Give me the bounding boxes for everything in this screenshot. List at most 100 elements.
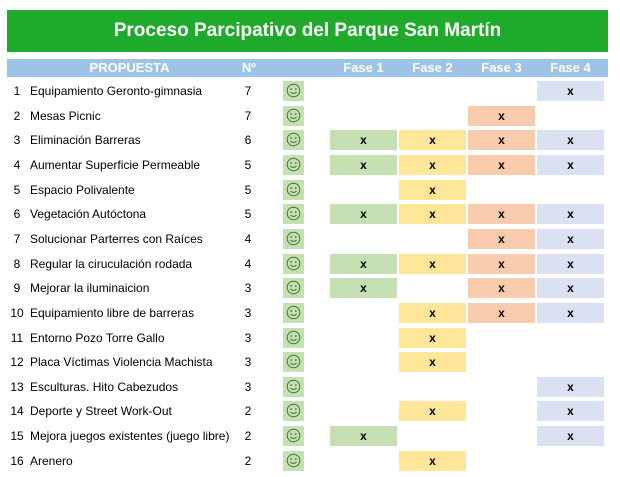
vote-count: 7 — [244, 108, 252, 123]
row-number: 14 — [10, 404, 24, 419]
phase-3-mark: x — [468, 204, 535, 225]
table-header: PROPUESTA Nº Fase 1 Fase 2 Fase 3 Fase 4 — [7, 59, 608, 77]
phase-2-mark: x — [399, 253, 466, 274]
vote-count: 3 — [244, 379, 252, 394]
vote-count: 3 — [244, 281, 252, 296]
proposal-name: Mejora juegos existentes (juego libre) — [30, 429, 230, 444]
proposal-name: Eliminación Barreras — [30, 133, 141, 148]
smiley-icon — [283, 253, 304, 274]
row-number: 7 — [13, 231, 21, 246]
phase-4-mark: x — [537, 253, 604, 274]
smiley-icon — [283, 376, 304, 397]
phase-3-mark: x — [468, 228, 535, 249]
row-number: 6 — [13, 207, 21, 222]
phase-4-mark: x — [537, 228, 604, 249]
proposal-name: Arenero — [30, 453, 73, 468]
vote-count: 2 — [244, 453, 252, 468]
proposal-name: Entorno Pozo Torre Gallo — [30, 330, 165, 345]
header-fase-2: Fase 2 — [412, 60, 453, 75]
phase-3-mark: x — [468, 105, 535, 126]
table-row: 16 Arenero 2 x — [0, 449, 620, 473]
proposal-name: Esculturas. Hito Cabezudos — [30, 379, 179, 394]
phase-2-mark: x — [399, 401, 466, 422]
phase-4-mark: x — [537, 204, 604, 225]
vote-count: 3 — [244, 305, 252, 320]
table-row: 3 Eliminación Barreras 6 x x x x — [0, 128, 620, 152]
phase-3-mark: x — [468, 130, 535, 151]
smiley-icon — [283, 154, 304, 175]
table-row: 15 Mejora juegos existentes (juego libre)… — [0, 424, 620, 448]
phase-2-mark: x — [399, 302, 466, 323]
smiley-icon — [283, 450, 304, 471]
row-number: 13 — [10, 379, 24, 394]
table-row: 10 Equipamiento libre de barreras 3 x x x — [0, 301, 620, 325]
phase-3-mark: x — [468, 154, 535, 175]
row-number: 5 — [13, 182, 21, 197]
header-propuesta: PROPUESTA — [89, 60, 170, 75]
row-number: 8 — [13, 256, 21, 271]
vote-count: 7 — [244, 84, 252, 98]
table-row: 2 Mesas Picnic 7 x — [0, 104, 620, 128]
phase-1-mark: x — [330, 426, 397, 447]
proposal-name: Espacio Polivalente — [30, 182, 135, 197]
row-number: 2 — [13, 108, 21, 123]
table-row: 7 Solucionar Parterres con Raíces 4 x x — [0, 227, 620, 251]
table-row: 6 Vegetación Autóctona 5 x x x x — [0, 202, 620, 226]
table-row: 13 Esculturas. Hito Cabezudos 3 x — [0, 375, 620, 399]
phase-3-mark: x — [468, 253, 535, 274]
table-row: 5 Espacio Polivalente 5 x — [0, 178, 620, 202]
row-number: 15 — [10, 429, 24, 444]
phase-2-mark: x — [399, 352, 466, 373]
phase-4-mark: x — [537, 278, 604, 299]
proposal-name: Vegetación Autóctona — [30, 207, 147, 222]
table-row: 4 Aumentar Superficie Permeable 5 x x x x — [0, 153, 620, 177]
phase-1-mark: x — [330, 253, 397, 274]
vote-count: 5 — [244, 157, 252, 172]
table-row: 8 Regular la ciruculación rodada 4 x x x x — [0, 252, 620, 276]
header-fase-3: Fase 3 — [481, 60, 522, 75]
smiley-icon — [283, 130, 304, 151]
smiley-icon — [283, 302, 304, 323]
phase-1-mark: x — [330, 154, 397, 175]
phase-3-mark: x — [468, 278, 535, 299]
row-number: 1 — [13, 84, 21, 98]
smiley-icon — [283, 327, 304, 348]
row-number: 4 — [13, 157, 21, 172]
smiley-icon — [283, 352, 304, 373]
phase-4-mark: x — [537, 81, 604, 101]
phase-4-mark: x — [537, 302, 604, 323]
phase-2-mark: x — [399, 204, 466, 225]
phase-4-mark: x — [537, 426, 604, 447]
row-number: 11 — [10, 330, 24, 345]
phase-4-mark: x — [537, 401, 604, 422]
header-fase-4: Fase 4 — [550, 60, 591, 75]
row-number: 12 — [10, 355, 24, 370]
phase-2-mark: x — [399, 130, 466, 151]
phase-4-mark: x — [537, 376, 604, 397]
page-title: Proceso Parcipativo del Parque San Martí… — [113, 20, 502, 41]
proposal-name: Equipamiento Geronto-gimnasia — [30, 84, 203, 98]
vote-count: 4 — [244, 256, 252, 271]
header-fase-1: Fase 1 — [343, 60, 384, 75]
vote-count: 3 — [244, 355, 252, 370]
smiley-icon — [283, 105, 304, 126]
row-number: 10 — [10, 305, 24, 320]
proposal-name: Aumentar Superficie Permeable — [30, 157, 201, 172]
row-number: 9 — [13, 281, 21, 296]
smiley-icon — [283, 81, 304, 101]
table-row: 1 Equipamiento Geronto-gimnasia 7 x — [0, 79, 620, 103]
phase-2-mark: x — [399, 154, 466, 175]
phase-2-mark: x — [399, 179, 466, 200]
vote-count: 3 — [244, 330, 252, 345]
row-number: 3 — [13, 133, 21, 148]
proposal-name: Equipamiento libre de barreras — [30, 305, 195, 320]
vote-count: 6 — [244, 133, 252, 148]
proposal-name: Solucionar Parterres con Raíces — [30, 231, 203, 246]
smiley-icon — [283, 228, 304, 249]
vote-count: 5 — [244, 207, 252, 222]
vote-count: 2 — [244, 404, 252, 419]
row-number: 16 — [10, 453, 24, 468]
smiley-icon — [283, 179, 304, 200]
table-row: 14 Deporte y Street Work-Out 2 x x — [0, 399, 620, 423]
